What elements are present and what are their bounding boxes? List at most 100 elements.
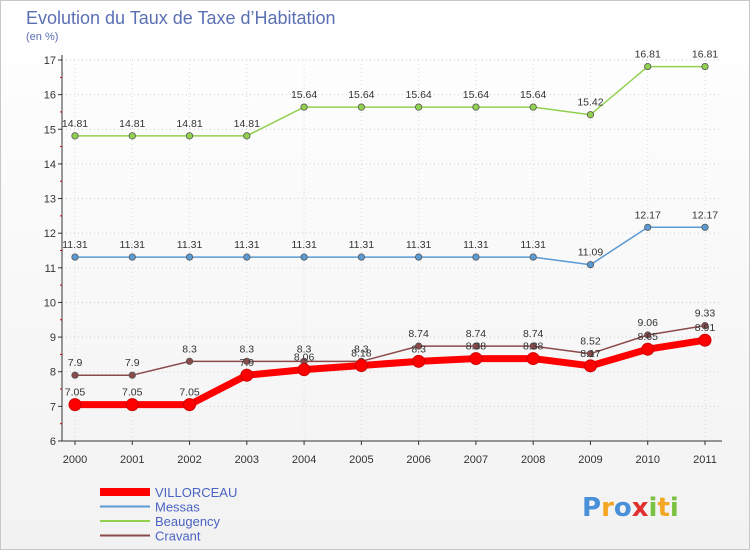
- y-tick-label: 14: [44, 159, 56, 171]
- data-label: 15.64: [348, 89, 374, 101]
- chart-title: Evolution du Taux de Taxe d’Habitation: [26, 8, 336, 28]
- data-point: [644, 223, 652, 231]
- y-tick-label: 7: [50, 401, 56, 413]
- data-label: 8.17: [580, 348, 601, 360]
- y-tick-label: 10: [44, 297, 56, 309]
- logo-letter: r: [601, 493, 614, 523]
- data-point: [125, 398, 139, 412]
- data-point: [415, 253, 423, 261]
- data-label: 14.81: [176, 118, 202, 130]
- data-point: [128, 371, 136, 379]
- proxiti-logo: Proxiti: [582, 493, 679, 523]
- series-line: [75, 65, 705, 137]
- data-label: 11.31: [520, 239, 546, 251]
- data-label: 7.05: [122, 387, 143, 399]
- series-messas: 11.31 11.31 11.31 11.31 11.31 11.31 11.31 11.31…: [62, 209, 718, 269]
- data-label: 12.17: [635, 209, 661, 221]
- data-point: [71, 371, 79, 379]
- data-point: [357, 253, 365, 261]
- data-point: [412, 354, 426, 368]
- data-label: 8.91: [695, 322, 716, 334]
- series-line: [75, 324, 706, 376]
- series-line: [75, 226, 705, 266]
- data-point: [586, 261, 595, 269]
- data-point: [698, 333, 712, 347]
- data-point: [644, 62, 652, 71]
- x-tick-label: 2011: [693, 454, 717, 466]
- y-tick-label: 8: [50, 367, 56, 379]
- y-tick-label: 11: [45, 263, 56, 275]
- data-point: [183, 398, 197, 412]
- series-cravant: 7.9 7.9 8.3 8.3 8.3 8.3 8.74 8.74 8.74 8.52 9.06 9.…: [68, 308, 716, 379]
- series-villorceau: 7.05 7.05 7.057.9 8.06 8.18 8.3 8.38 8.388.178.…: [65, 322, 716, 412]
- x-tick-label: 2009: [578, 454, 602, 466]
- data-point: [185, 253, 194, 261]
- grid: [62, 59, 722, 441]
- x-tick-label: 2008: [521, 454, 545, 466]
- x-tick-label: 2010: [635, 454, 659, 466]
- logo-text: Proxiti: [582, 493, 679, 523]
- x-tick-label: 2002: [177, 454, 201, 466]
- y-tick-label: 6: [50, 436, 56, 448]
- data-label: 8.65: [638, 331, 659, 343]
- data-point: [243, 253, 251, 261]
- data-label: 11.31: [291, 239, 317, 251]
- x-tick-label: 2001: [120, 454, 144, 466]
- data-label: 16.81: [635, 49, 661, 61]
- data-point: [415, 342, 423, 350]
- data-point: [526, 352, 540, 366]
- logo-letter: x: [632, 493, 649, 523]
- data-point: [300, 103, 308, 111]
- data-label: 7.9: [125, 357, 140, 369]
- y-tick-label: 9: [50, 332, 56, 344]
- data-point: [240, 368, 254, 382]
- data-point: [641, 342, 655, 356]
- data-point: [701, 322, 709, 330]
- data-label: 8.74: [523, 328, 544, 340]
- data-label: 14.81: [119, 118, 145, 130]
- data-label: 8.3: [411, 343, 426, 355]
- data-label: 8.74: [466, 328, 487, 340]
- data-label: 11.31: [234, 239, 260, 251]
- data-point: [644, 331, 652, 339]
- y-tick-label: 13: [44, 194, 56, 206]
- x-tick-label: 2007: [464, 454, 488, 466]
- data-label: 7.9: [240, 357, 255, 369]
- data-label: 15.64: [405, 89, 431, 101]
- data-label: 11.31: [349, 239, 375, 251]
- data-label: 8.3: [297, 343, 312, 355]
- y-tick-label: 15: [44, 124, 56, 136]
- data-point: [586, 350, 595, 358]
- data-label: 8.74: [408, 328, 429, 340]
- y-tick-label: 12: [44, 228, 56, 240]
- data-label: 8.18: [351, 347, 372, 359]
- logo-letter: i: [670, 493, 679, 523]
- data-point: [529, 342, 537, 350]
- x-tick-label: 2003: [235, 454, 259, 466]
- x-tick-label: 2000: [63, 454, 87, 466]
- data-point: [586, 111, 595, 119]
- data-label: 15.64: [291, 89, 317, 101]
- data-point: [297, 363, 311, 377]
- data-point: [701, 223, 709, 231]
- data-label: 8.38: [523, 341, 544, 353]
- data-label: 9.33: [695, 308, 716, 320]
- data-point: [128, 253, 136, 261]
- data-label: 8.3: [182, 343, 197, 355]
- y-tick-label: 17: [44, 55, 56, 67]
- data-point: [68, 398, 82, 412]
- data-point: [472, 103, 480, 111]
- data-point: [243, 357, 251, 365]
- data-label: 16.81: [692, 49, 718, 61]
- data-point: [583, 359, 597, 373]
- series-beaugency: 14.81 14.81 14.81 14.81 15.64 15.64 15.64 15.64…: [62, 49, 718, 140]
- x-tick-label: 2006: [406, 454, 430, 466]
- data-label: 9.06: [638, 317, 659, 329]
- logo-letter: i: [649, 493, 658, 523]
- legend-label: Cravant: [155, 529, 201, 544]
- logo-letter: P: [582, 493, 601, 523]
- data-point: [300, 253, 308, 261]
- data-point: [529, 103, 537, 111]
- data-label: 11.31: [62, 239, 88, 251]
- axes: 6 7 8 9 10 11 12 13 14 15 16 17 2000 2001 2002 2003 2004…: [44, 55, 722, 466]
